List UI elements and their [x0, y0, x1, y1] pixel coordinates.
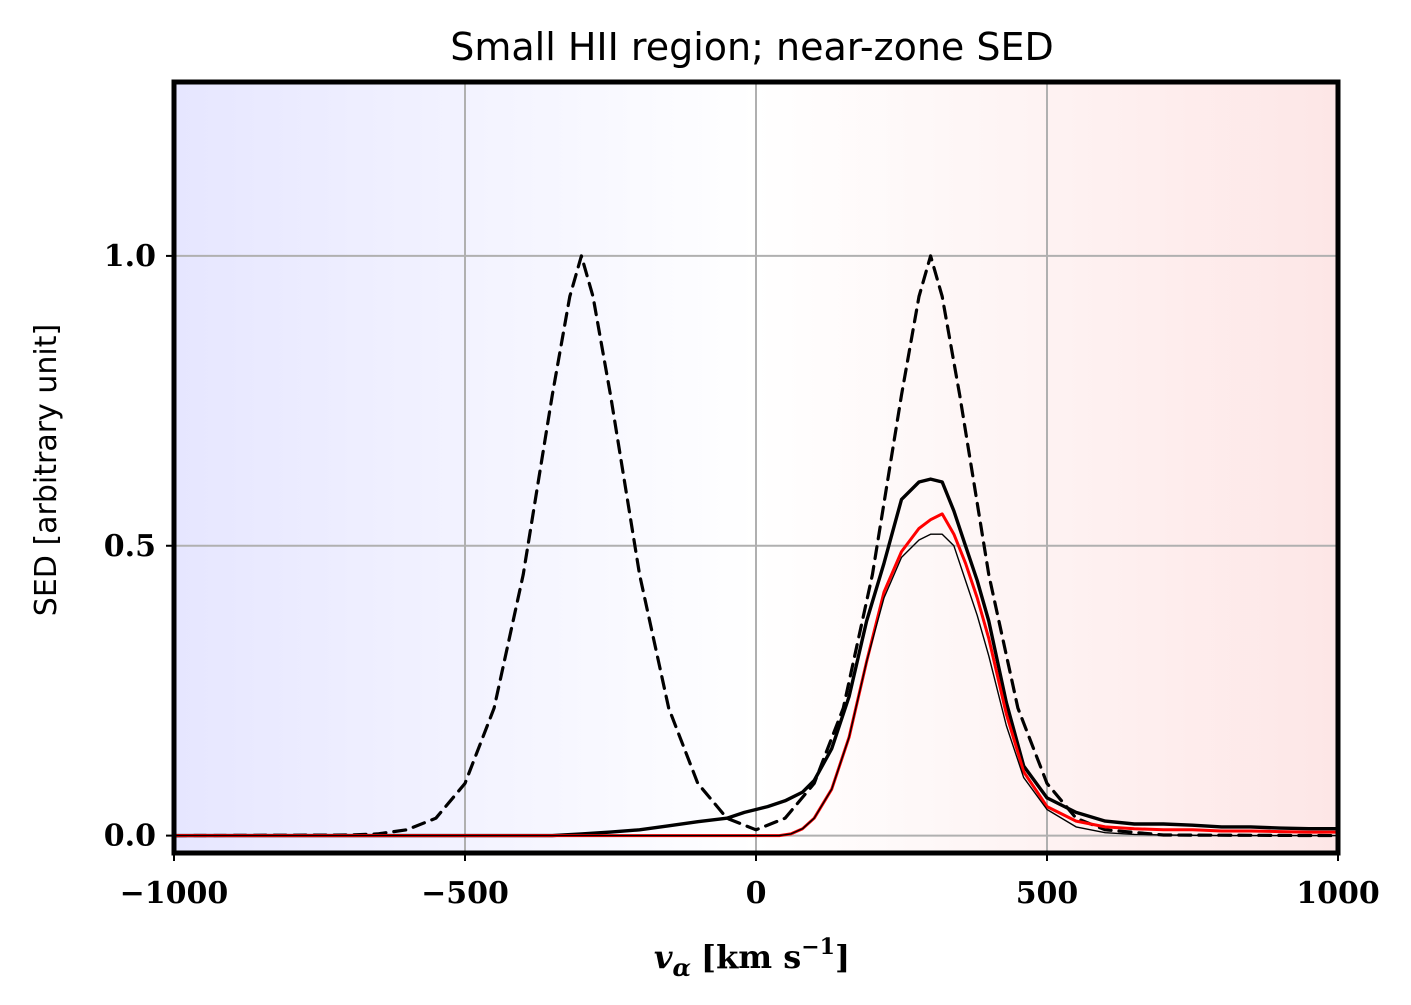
x-axis-label-close: ] — [835, 938, 850, 976]
x-tick-label: −1000 — [120, 876, 229, 911]
axis-ticks: −1000 −500 0 500 1000 0.0 0.5 1.0 — [104, 239, 1380, 911]
series-group — [174, 254, 1338, 838]
x-tick-label: 1000 — [1296, 876, 1380, 911]
x-axis-label-sup: −1 — [801, 934, 835, 960]
x-axis-label: vα [km s−1] — [654, 934, 850, 982]
x-tick-label: 0 — [746, 876, 767, 911]
y-tick-label: 0.0 — [104, 819, 156, 854]
y-tick-label: 0.5 — [104, 529, 156, 564]
x-axis-label-sub: α — [672, 953, 690, 982]
series-line-2 — [174, 477, 1338, 838]
x-tick-label: −500 — [421, 876, 509, 911]
chart-title: Small HII region; near-zone SED — [450, 25, 1054, 69]
series-line-1 — [174, 254, 1338, 838]
y-axis-label: SED [arbitrary unit] — [29, 324, 64, 616]
y-tick-label: 1.0 — [104, 239, 156, 274]
series-line-4 — [174, 533, 1338, 837]
x-axis-label-units: [km s — [701, 938, 801, 976]
x-axis-label-var: v — [654, 938, 673, 976]
x-tick-label: 500 — [1016, 876, 1079, 911]
